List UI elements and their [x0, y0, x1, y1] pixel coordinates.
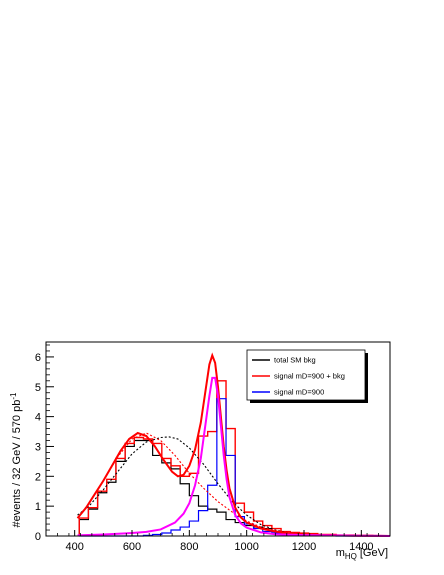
legend-label-bkg: total SM bkg — [274, 356, 316, 365]
y-tick-label-3: 3 — [35, 441, 41, 453]
x-axis-title-sub: HQ — [345, 552, 357, 561]
y-tick-label-1: 1 — [35, 501, 41, 513]
axes: 400 600 800 1000 1200 1400 0 1 2 3 4 5 6 — [35, 344, 391, 553]
y-axis-title: #events / 32 GeV / 570 pb-1 — [9, 392, 23, 527]
dotted-fit-series-4 — [77, 432, 391, 537]
y-tick-label-6: 6 — [35, 352, 41, 364]
x-axis-title-unit: [GeV] — [360, 547, 388, 559]
y-axis-title-main: #events / 32 GeV / 570 pb — [11, 400, 23, 528]
x-tick-label-0: 400 — [65, 541, 83, 553]
x-tick-label-3: 1000 — [234, 541, 258, 553]
legend-label-signal: signal mD=900 — [274, 388, 324, 397]
y-tick-label-0: 0 — [35, 531, 41, 543]
x-tick-label-2: 800 — [180, 541, 198, 553]
x-tick-label-5: 1400 — [349, 541, 373, 553]
y-tick-label-2: 2 — [35, 471, 41, 483]
y-tick-label-4: 4 — [35, 412, 41, 424]
legend: total SM bkg signal mD=900 + bkg signal … — [246, 349, 368, 403]
fit-curve-series-6 — [77, 376, 391, 537]
y-axis-title-sup: -1 — [9, 392, 18, 400]
y-tick-label-5: 5 — [35, 382, 41, 394]
x-axis-title-main: m — [336, 547, 345, 559]
x-tick-label-4: 1200 — [292, 541, 316, 553]
fit-curve-series-5 — [76, 352, 391, 537]
legend-label-signal-bkg: signal mD=900 + bkg — [274, 372, 345, 381]
x-axis-title: mHQ [GeV] — [336, 547, 388, 561]
plot-area — [76, 352, 391, 537]
x-tick-label-1: 600 — [123, 541, 141, 553]
